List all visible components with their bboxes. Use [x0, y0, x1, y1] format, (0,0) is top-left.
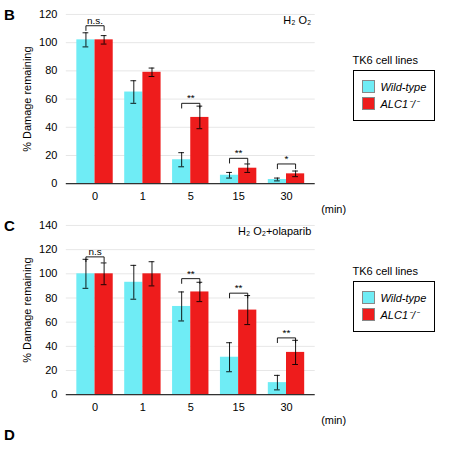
svg-text:15: 15	[232, 190, 244, 202]
html-text:Wild-type: Wild-type	[380, 80, 427, 93]
svg-text:(min): (min)	[321, 203, 346, 215]
svg-text:n.s: n.s	[88, 246, 101, 257]
svg-text:0: 0	[92, 190, 98, 202]
svg-text:30: 30	[280, 190, 292, 202]
html-text:ALC1⁻/⁻: ALC1⁻/⁻	[380, 98, 420, 110]
svg-text:100: 100	[39, 267, 57, 279]
svg-text:0: 0	[51, 177, 57, 189]
svg-text:1: 1	[140, 190, 146, 202]
svg-text:5: 5	[188, 190, 194, 202]
svg-text:80: 80	[45, 64, 57, 76]
svg-text:60: 60	[45, 316, 57, 328]
svg-text:% Damage remaining: % Damage remaining	[21, 258, 33, 363]
html-text:D: D	[4, 426, 15, 444]
svg-text:0: 0	[51, 388, 57, 400]
svg-text:1: 1	[140, 402, 146, 414]
svg-text:20: 20	[45, 149, 57, 161]
svg-text:120: 120	[39, 8, 57, 20]
svg-text:100: 100	[39, 36, 57, 48]
svg-text:140: 140	[39, 219, 57, 231]
svg-text:**: **	[283, 327, 291, 338]
svg-text:40: 40	[45, 121, 57, 133]
svg-text:0: 0	[92, 402, 98, 414]
html-text:Wild-type: Wild-type	[380, 291, 427, 304]
svg-text:H₂ O₂: H₂ O₂	[283, 14, 311, 26]
svg-text:H₂ O₂+olaparib: H₂ O₂+olaparib	[238, 225, 311, 237]
svg-text:40: 40	[45, 340, 57, 352]
svg-text:**: **	[235, 147, 243, 158]
svg-text:5: 5	[188, 402, 194, 414]
html-text:B: B	[4, 6, 15, 23]
html-text:TK6 cell lines: TK6 cell lines	[352, 265, 418, 278]
html-text:C: C	[4, 217, 15, 235]
svg-text:**: **	[187, 92, 195, 103]
svg-text:80: 80	[45, 292, 57, 304]
svg-text:% Damage remaining: % Damage remaining	[21, 46, 33, 151]
svg-text:**: **	[235, 282, 243, 293]
svg-text:120: 120	[39, 243, 57, 255]
svg-text:30: 30	[280, 402, 292, 414]
svg-text:n.s.: n.s.	[87, 15, 103, 26]
svg-text:(min): (min)	[321, 414, 346, 426]
svg-text:60: 60	[45, 93, 57, 105]
svg-text:*: *	[284, 153, 288, 164]
svg-text:20: 20	[45, 364, 57, 376]
svg-text:**: **	[187, 268, 195, 279]
svg-text:15: 15	[232, 402, 244, 414]
html-text:ALC1⁻/⁻: ALC1⁻/⁻	[380, 309, 420, 322]
html-text:TK6 cell lines: TK6 cell lines	[352, 54, 418, 66]
